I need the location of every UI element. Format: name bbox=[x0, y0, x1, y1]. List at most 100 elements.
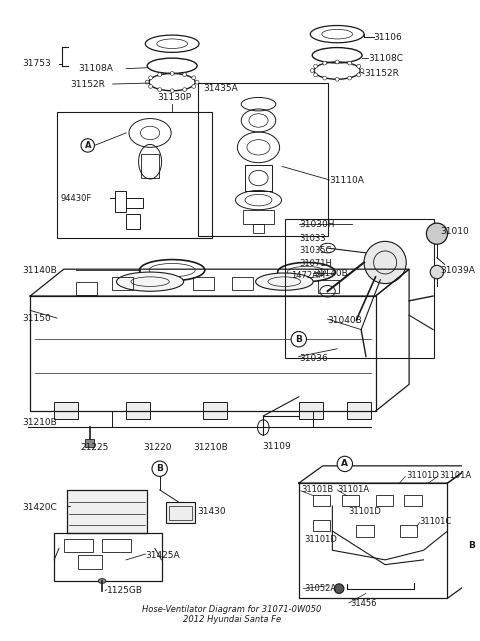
Bar bbox=[142, 154, 159, 178]
Text: 94430F: 94430F bbox=[61, 194, 92, 203]
Text: 31430: 31430 bbox=[197, 508, 226, 517]
Text: 1125GB: 1125GB bbox=[107, 586, 143, 595]
Text: 31101D: 31101D bbox=[348, 508, 382, 517]
Bar bbox=[198, 83, 327, 236]
Text: 31108A: 31108A bbox=[78, 64, 113, 73]
Ellipse shape bbox=[313, 73, 317, 77]
Ellipse shape bbox=[183, 88, 187, 92]
Bar bbox=[169, 506, 192, 520]
Bar bbox=[193, 277, 215, 290]
Bar bbox=[342, 495, 359, 506]
Text: 31425A: 31425A bbox=[145, 551, 180, 560]
Bar bbox=[203, 401, 227, 419]
Bar bbox=[375, 495, 393, 506]
Text: 31101D: 31101D bbox=[304, 535, 337, 544]
Bar bbox=[67, 490, 147, 533]
Ellipse shape bbox=[152, 461, 168, 476]
Text: 31036: 31036 bbox=[299, 354, 327, 363]
Text: 31101A: 31101A bbox=[337, 485, 369, 494]
Ellipse shape bbox=[323, 76, 326, 80]
Text: 31040B: 31040B bbox=[327, 315, 362, 324]
Text: 31108C: 31108C bbox=[368, 54, 403, 63]
Ellipse shape bbox=[149, 76, 153, 79]
Text: Hose-Ventilator Diagram for 31071-0W050: Hose-Ventilator Diagram for 31071-0W050 bbox=[142, 605, 321, 614]
Text: 31152R: 31152R bbox=[364, 69, 399, 78]
Text: 1472AM: 1472AM bbox=[291, 271, 325, 280]
Ellipse shape bbox=[313, 64, 317, 68]
Text: 31109: 31109 bbox=[263, 442, 291, 451]
Text: 31152R: 31152R bbox=[71, 81, 105, 90]
Bar bbox=[126, 215, 141, 229]
Bar bbox=[253, 224, 264, 233]
Bar bbox=[57, 112, 213, 238]
Text: B: B bbox=[156, 464, 163, 473]
Text: 31753: 31753 bbox=[23, 60, 51, 69]
Ellipse shape bbox=[430, 265, 444, 279]
Bar bbox=[347, 401, 371, 419]
Ellipse shape bbox=[117, 272, 184, 291]
Bar bbox=[404, 495, 421, 506]
Ellipse shape bbox=[323, 61, 326, 65]
Ellipse shape bbox=[426, 223, 447, 244]
Bar bbox=[285, 219, 434, 358]
Ellipse shape bbox=[335, 78, 339, 81]
Bar bbox=[245, 165, 272, 192]
Text: B: B bbox=[468, 541, 475, 550]
Text: 31210B: 31210B bbox=[23, 418, 57, 427]
Text: B: B bbox=[295, 335, 302, 344]
Bar bbox=[318, 279, 339, 293]
Text: 31140B: 31140B bbox=[313, 269, 348, 278]
Bar bbox=[313, 520, 330, 531]
Bar bbox=[299, 401, 323, 419]
Bar bbox=[126, 401, 150, 419]
Text: 31035C: 31035C bbox=[300, 246, 332, 256]
Text: 31039A: 31039A bbox=[441, 265, 476, 274]
Bar bbox=[313, 495, 330, 506]
Ellipse shape bbox=[145, 80, 149, 84]
Bar bbox=[126, 198, 144, 208]
Text: 31052A: 31052A bbox=[304, 584, 336, 593]
Text: 31210B: 31210B bbox=[193, 443, 228, 452]
Ellipse shape bbox=[81, 138, 95, 152]
Ellipse shape bbox=[183, 72, 187, 76]
Text: 31420C: 31420C bbox=[23, 503, 57, 512]
Ellipse shape bbox=[192, 85, 196, 88]
Bar bbox=[115, 190, 126, 212]
Text: 31110A: 31110A bbox=[329, 176, 364, 185]
Bar bbox=[78, 555, 102, 569]
Text: 31456: 31456 bbox=[350, 599, 377, 608]
Bar bbox=[64, 538, 93, 552]
Text: 21225: 21225 bbox=[80, 443, 108, 452]
Text: 2012 Hyundai Santa Fe: 2012 Hyundai Santa Fe bbox=[182, 615, 281, 624]
Ellipse shape bbox=[357, 64, 360, 68]
Text: 31130P: 31130P bbox=[157, 93, 191, 102]
Text: 31220: 31220 bbox=[144, 443, 172, 452]
Ellipse shape bbox=[348, 61, 351, 65]
Bar bbox=[399, 526, 417, 537]
Ellipse shape bbox=[360, 69, 364, 72]
Ellipse shape bbox=[170, 89, 174, 93]
Text: 31101C: 31101C bbox=[420, 517, 452, 526]
Text: 31106: 31106 bbox=[373, 33, 402, 42]
Bar bbox=[232, 277, 253, 290]
Ellipse shape bbox=[158, 88, 162, 92]
Ellipse shape bbox=[334, 584, 344, 594]
Ellipse shape bbox=[364, 242, 406, 283]
Bar bbox=[102, 538, 131, 552]
Bar bbox=[356, 526, 373, 537]
Text: 31030H: 31030H bbox=[299, 220, 334, 229]
Bar bbox=[54, 533, 162, 581]
Text: 31033: 31033 bbox=[300, 234, 326, 243]
Text: A: A bbox=[84, 141, 91, 150]
Ellipse shape bbox=[158, 72, 162, 76]
Ellipse shape bbox=[310, 69, 314, 72]
Bar bbox=[112, 277, 133, 290]
Text: 31010: 31010 bbox=[441, 228, 469, 237]
Ellipse shape bbox=[98, 579, 106, 583]
Text: 31140B: 31140B bbox=[23, 265, 57, 274]
Bar bbox=[85, 439, 95, 447]
Bar bbox=[167, 503, 195, 524]
Text: 31101B: 31101B bbox=[301, 485, 334, 494]
Ellipse shape bbox=[149, 85, 153, 88]
Text: 31071H: 31071H bbox=[300, 259, 333, 268]
